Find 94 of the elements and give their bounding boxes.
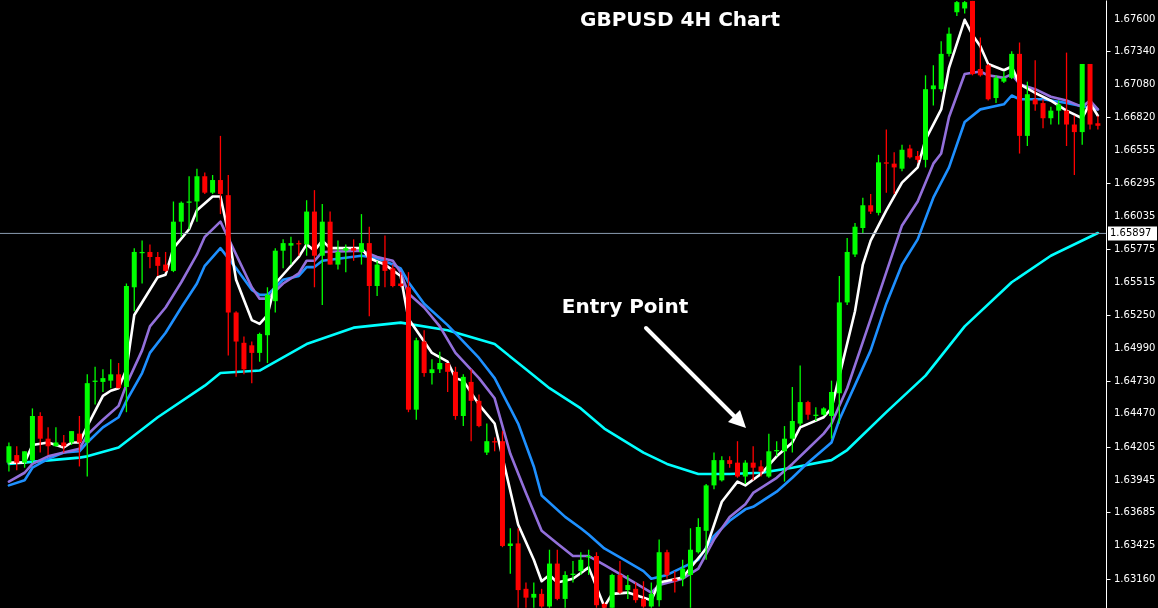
y-tick-label: 1.65515 [1114,275,1156,287]
candlestick [163,251,169,273]
candlestick [1071,115,1077,176]
candlestick [343,243,349,273]
candlestick [664,549,670,580]
y-tick-label: 1.63685 [1114,506,1156,518]
y-tick-label: 1.64730 [1114,374,1156,386]
candlestick [648,581,654,608]
candlestick [829,380,834,440]
candlestick [1064,51,1070,147]
candlestick [335,239,341,271]
y-tick-label: 1.65250 [1114,309,1156,321]
candlestick [437,350,443,374]
candlestick [217,135,223,215]
candlestick [484,422,490,456]
y-tick-label: 1.63160 [1114,572,1156,584]
candlestick [382,234,388,288]
candlestick [390,263,396,288]
candlestick [899,144,905,172]
candlestick [1056,99,1062,126]
candlestick [374,260,380,297]
candlestick [186,175,192,230]
candlestick [578,551,584,576]
candlestick [625,574,631,600]
candlestick [155,251,161,277]
candlestick [257,332,263,363]
y-tick-label: 1.65775 [1114,242,1156,254]
candlestick [1032,59,1038,112]
y-tick-label: 1.64470 [1114,407,1156,419]
y-tick-label: 1.66035 [1114,210,1156,221]
candlestick [531,581,537,608]
candlestick [993,74,999,104]
candlestick [6,441,12,473]
candlestick [37,411,43,454]
candlestick [100,368,106,393]
candlestick [1001,70,1007,84]
candlestick [1009,50,1015,80]
candlestick [883,128,889,194]
y-tick-label: 1.63425 [1114,539,1156,551]
candlestick [640,580,646,608]
candlestick [468,368,474,442]
candlestick [288,236,294,266]
y-tick-label: 1.64990 [1114,341,1156,353]
candlestick [977,36,983,78]
candlestick [358,213,364,266]
candlestick [719,455,725,483]
candlestick [178,200,184,238]
candlestick [680,559,686,587]
y-tick-label: 1.63945 [1114,473,1156,485]
y-tick-label: 1.66295 [1114,177,1156,189]
candlestick [1095,115,1101,131]
candlestick [562,570,568,608]
ref-line-label: 1.65897 [1110,227,1152,239]
candlestick [930,64,936,107]
candlestick [116,362,122,389]
candlestick [1048,106,1054,126]
candlestick [280,238,286,270]
candlestick [1040,98,1046,129]
annotation: Entry Point [561,294,689,318]
chart-title: GBPUSD 4H Chart [580,7,781,31]
candlestick [868,193,874,215]
candlestick [797,364,803,427]
candlestick [76,415,82,468]
y-tick-label: 1.66555 [1114,144,1156,156]
candlestick [789,386,795,454]
candlestick [523,581,529,608]
candlestick [860,197,866,234]
y-tick-label: 1.67080 [1114,78,1156,90]
candlestick [108,358,114,389]
candlestick [147,243,153,270]
candlestick [742,459,748,485]
candlestick [45,426,51,456]
line-series [7,231,1100,476]
y-tick-label: 1.67600 [1114,12,1156,24]
y-tick-label: 1.64205 [1114,440,1156,452]
candlestick [946,26,952,58]
candlestick [14,445,20,471]
candlestick [429,358,435,386]
candlestick [734,440,740,479]
candlestick [805,400,811,421]
y-tick-label: 1.66820 [1114,110,1156,122]
candlestick [202,171,208,195]
candlestick [210,174,216,195]
candlestick [633,581,639,604]
candlestick [445,362,451,393]
candlestick [750,445,756,481]
y-tick-label: 1.67340 [1114,45,1156,57]
candlestick [507,527,513,575]
candlestick [617,560,623,595]
candlestick [782,425,787,483]
candlestick [758,459,764,478]
candlestick [351,238,357,262]
candlestick [249,340,255,384]
candlestick [539,588,545,608]
